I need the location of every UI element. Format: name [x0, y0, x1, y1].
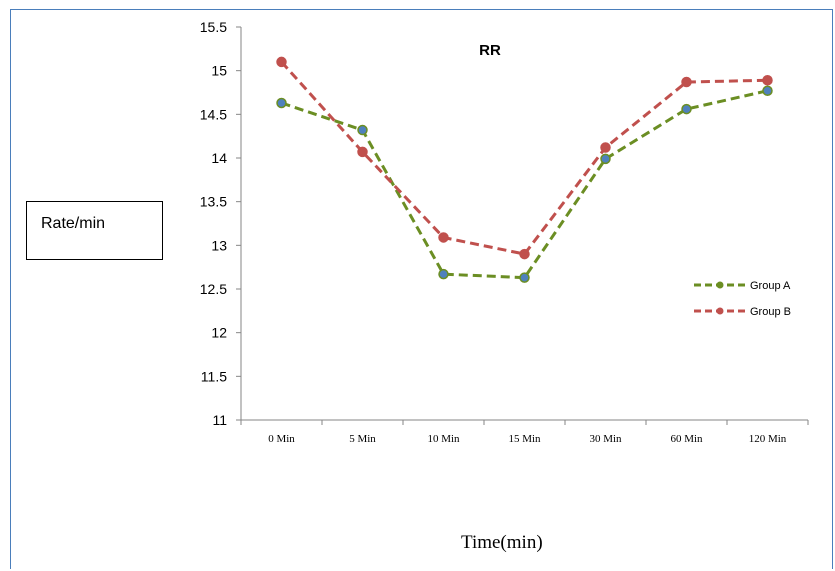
data-point-group-b: [438, 232, 449, 243]
y-tick-label: 15.5: [200, 19, 227, 35]
chart-title: RR: [479, 42, 501, 59]
x-tick-label: 120 Min: [749, 433, 787, 445]
data-point-group-a: [681, 103, 692, 115]
data-point-group-b: [681, 76, 692, 88]
x-tick-label: 30 Min: [589, 433, 622, 445]
legend-label: Group B: [750, 306, 791, 318]
y-axis: 11 11.5 12 12.5 13 13.5 14 14.5 15 15.5: [200, 19, 242, 428]
legend: Group A Group B: [694, 280, 791, 318]
data-point-group-b: [600, 142, 611, 153]
y-tick-label: 14.5: [200, 106, 227, 122]
data-point-group-a: [600, 153, 611, 165]
y-tick-label: 11.5: [201, 368, 227, 384]
chart-frame: [10, 9, 833, 569]
data-point-group-b: [357, 146, 368, 158]
y-tick-label: 13: [211, 237, 227, 253]
data-point-group-a: [762, 85, 773, 97]
y-tick-label: 13.5: [200, 194, 227, 210]
x-tick-label: 15 Min: [508, 433, 541, 445]
y-axis-label-text: Rate/min: [41, 215, 106, 232]
x-tick-label: 10 Min: [427, 433, 460, 445]
data-point-group-a: [357, 124, 368, 136]
data-point-group-a: [438, 268, 449, 280]
x-tick-label: 5 Min: [349, 433, 376, 445]
x-axis: 0 Min 5 Min 10 Min 15 Min 30 Min 60 Min 120 Mi…: [240, 419, 809, 445]
series-line-group-b: [280, 60, 768, 256]
legend-swatch-marker: [716, 281, 724, 289]
data-point-group-b: [276, 56, 287, 68]
y-tick-label: 12: [211, 325, 227, 341]
y-axis-label: Rate/min: [26, 201, 163, 260]
series-layer: [276, 56, 773, 283]
data-point-group-b: [762, 75, 773, 86]
y-tick-label: 14: [211, 150, 227, 166]
x-tick-label: 60 Min: [670, 433, 703, 445]
legend-label: Group A: [750, 280, 791, 292]
legend-swatch-marker: [716, 307, 724, 315]
x-axis-label: Time(min): [461, 532, 543, 553]
y-tick-label: 12.5: [200, 281, 227, 297]
data-point-group-a: [276, 97, 287, 109]
data-point-group-a: [519, 272, 530, 283]
y-tick-label: 15: [211, 63, 227, 79]
y-tick-label: 11: [212, 412, 227, 428]
x-tick-label: 0 Min: [268, 433, 295, 445]
data-point-group-b: [519, 248, 530, 260]
